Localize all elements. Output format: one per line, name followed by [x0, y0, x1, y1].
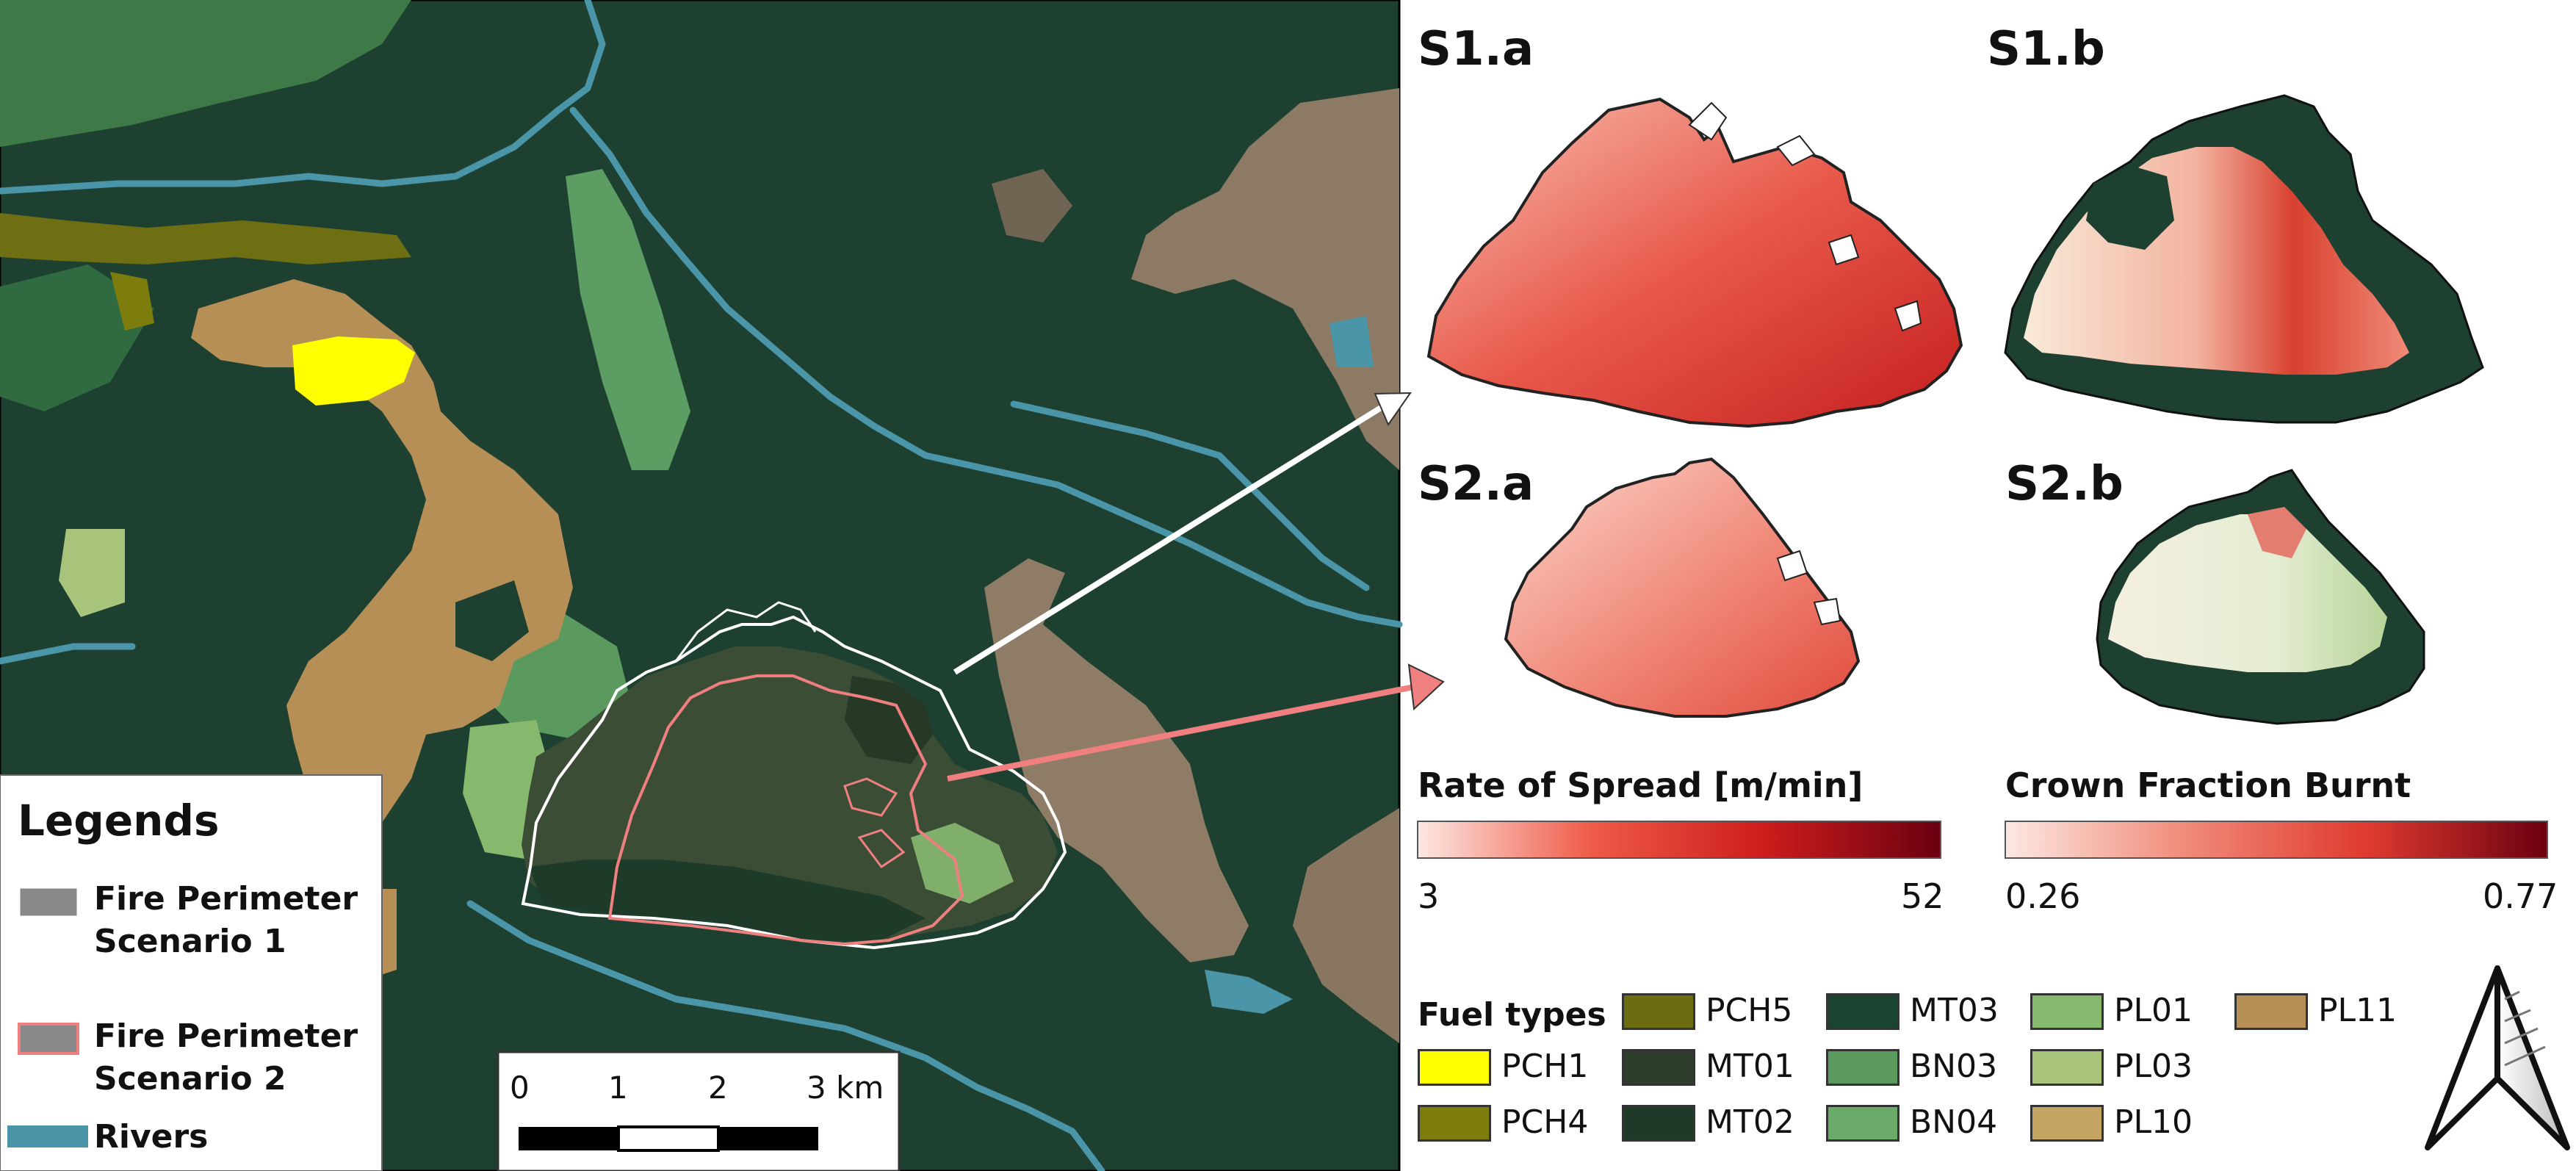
legend-swatch-scenario-2	[18, 1023, 79, 1055]
fuel-label-bn04: BN04	[1910, 1103, 1998, 1141]
scale-tick-1: 1	[608, 1070, 628, 1106]
colorbar-rate-of-spread	[1417, 821, 1941, 859]
pointer-arrow-scenario-1	[953, 405, 1383, 675]
colorbar-min-rate-of-spread: 3	[1418, 876, 1440, 916]
colorbar-crown-fraction-burnt	[2005, 821, 2548, 859]
terrain-ridge-east	[1131, 88, 1399, 470]
fuel-types-title: Fuel types	[1418, 996, 1606, 1034]
colorbar-max-rate-of-spread: 52	[1901, 876, 1944, 916]
rivers	[0, 0, 1403, 1171]
colorbar-title-crown-fraction-burnt: Crown Fraction Burnt	[2005, 765, 2411, 805]
scale-segment-2	[617, 1125, 720, 1152]
scale-segment-3	[718, 1127, 818, 1150]
fuel-swatch-pl11	[2234, 993, 2308, 1030]
fuel-swatch-mt01	[1622, 1049, 1695, 1086]
fire-perimeter-scenario-1	[521, 615, 1067, 950]
river-main	[569, 107, 1403, 628]
scale-segment-1	[519, 1127, 618, 1150]
fuel-area-bn04	[566, 169, 690, 470]
fuel-label-pl01: PL01	[2114, 992, 2193, 1029]
legend-label-scenario-2-line-1: Fire Perimeter	[94, 1017, 358, 1055]
fuel-swatch-pl10	[2030, 1105, 2104, 1142]
fuel-label-mt02: MT02	[1706, 1103, 1794, 1141]
panel-label-s1b: S1.b	[1987, 22, 2105, 76]
fuel-area-pl11-hole	[455, 580, 529, 661]
legend-label-scenario-2-line-2: Scenario 2	[94, 1060, 286, 1098]
colorbar-max-crown-fraction-burnt: 0.77	[2483, 876, 2558, 916]
fuel-area-pch1	[292, 336, 415, 406]
fuel-swatch-bn04	[1826, 1105, 1899, 1142]
scale-tick-2: 2	[708, 1070, 728, 1106]
terrain-patch-north	[992, 169, 1072, 242]
fuel-label-bn03: BN03	[1910, 1048, 1998, 1085]
panel-s1b-shape	[2004, 94, 2484, 424]
fuel-label-pch4: PCH4	[1501, 1103, 1589, 1141]
fire-perimeter-scenario-1-north	[674, 601, 817, 662]
fuel-swatch-mt02	[1622, 1105, 1695, 1142]
legend-swatch-scenario-1	[18, 886, 79, 918]
terrain-ridge-south	[1293, 808, 1399, 1043]
fuel-swatch-pch4	[1418, 1105, 1491, 1142]
fuel-label-pch1: PCH1	[1501, 1048, 1589, 1085]
legend-label-rivers: Rivers	[94, 1118, 209, 1156]
scale-tick-3: 3 km	[807, 1070, 884, 1106]
colorbar-title-rate-of-spread: Rate of Spread [m/min]	[1418, 765, 1864, 805]
fuel-swatch-mt03	[1826, 993, 1899, 1030]
terrain-ridge-central	[984, 558, 1249, 962]
panel-s1a-shape	[1426, 97, 1963, 428]
pointer-arrowhead-scenario-1	[1374, 392, 1412, 427]
fuel-label-pch5: PCH5	[1706, 992, 1793, 1029]
legend-label-scenario-1-line-2: Scenario 1	[94, 923, 286, 960]
fire-perimeter-scenario-2-fringe	[843, 777, 906, 869]
north-arrow-icon	[2425, 965, 2570, 1150]
scale-bar	[497, 1051, 901, 1171]
panel-label-s2a: S2.a	[1418, 457, 1534, 511]
legend-swatch-rivers	[7, 1125, 88, 1147]
fuel-area-pl11	[191, 279, 573, 882]
river-south	[466, 900, 1105, 1171]
fuel-area-bn03	[0, 264, 154, 411]
legend-label-scenario-1-line-1: Fire Perimeter	[94, 880, 358, 918]
fuel-area-pch4	[0, 213, 411, 264]
panel-s2a-shape	[1504, 457, 1861, 718]
fuel-swatch-bn03	[1826, 1049, 1899, 1086]
pointer-arrow-scenario-2	[947, 684, 1415, 782]
map-frame	[0, 0, 1401, 1171]
fuel-area-pl03	[59, 529, 125, 617]
fuel-area-pch5	[110, 272, 154, 331]
fire-perimeter-scenario-2	[607, 674, 964, 946]
panel-label-s2b: S2.b	[2005, 457, 2124, 511]
river-north	[0, 0, 606, 195]
fuel-swatch-pch5	[1622, 993, 1695, 1030]
legend-title: Legends	[18, 796, 220, 846]
fuel-area-pl01	[0, 0, 411, 147]
fuel-area-mt02	[529, 860, 926, 940]
legend-box	[0, 774, 383, 1171]
colorbar-min-crown-fraction-burnt: 0.26	[2005, 876, 2081, 916]
panel-s2b-shape	[2096, 469, 2425, 725]
pointer-arrowhead-scenario-2	[1407, 663, 1445, 711]
panel-label-s1a: S1.a	[1418, 22, 1534, 76]
river-west	[0, 643, 136, 665]
lake-east-2	[1330, 316, 1374, 367]
fuel-label-mt01: MT01	[1706, 1048, 1794, 1085]
fuel-swatch-pl03	[2030, 1049, 2104, 1086]
fuel-swatch-pl01	[2030, 993, 2104, 1030]
fuel-label-pl11: PL11	[2318, 992, 2398, 1029]
lake-east	[1205, 970, 1293, 1014]
fuel-swatch-pch1	[1418, 1049, 1491, 1086]
scale-tick-0: 0	[510, 1070, 530, 1106]
river-east	[1010, 400, 1370, 591]
fuel-label-pl03: PL03	[2114, 1048, 2193, 1085]
legend	[0, 774, 383, 1171]
fuel-label-mt03: MT03	[1910, 992, 1999, 1029]
fuel-label-pl10: PL10	[2114, 1103, 2193, 1141]
